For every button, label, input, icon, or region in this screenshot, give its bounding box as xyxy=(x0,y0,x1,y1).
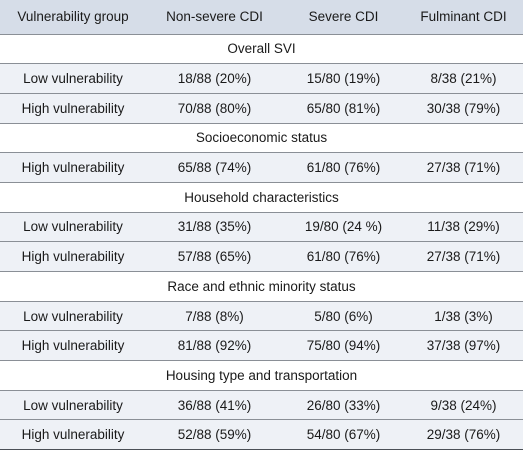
cell-fulminant: 9/38 (24%) xyxy=(404,390,523,421)
cell-severe: 75/80 (94%) xyxy=(283,330,404,362)
cell-severe: 61/80 (76%) xyxy=(283,152,404,183)
cell-severe: 54/80 (67%) xyxy=(283,419,404,451)
group-row-overall-svi: Overall SVI xyxy=(0,34,523,65)
group-row-race-ethnic-minority-status: Race and ethnic minority status xyxy=(0,271,523,302)
table-body: Overall SVI Low vulnerability 18/88 (20%… xyxy=(0,34,523,451)
header-fulminant-cdi: Fulminant CDI xyxy=(404,0,523,35)
group-row-household-characteristics: Household characteristics xyxy=(0,182,523,213)
header-severe-cdi: Severe CDI xyxy=(283,0,404,35)
cell-severe: 15/80 (19%) xyxy=(283,63,404,94)
row-label: High vulnerability xyxy=(0,330,146,362)
row-label: Low vulnerability xyxy=(0,301,146,332)
cell-non-severe: 18/88 (20%) xyxy=(146,63,283,94)
group-row-socioeconomic-status: Socioeconomic status xyxy=(0,123,523,154)
cell-fulminant: 1/38 (3%) xyxy=(404,301,523,332)
header-row: Vulnerability group Non-severe CDI Sever… xyxy=(0,0,523,35)
cell-fulminant: 11/38 (29%) xyxy=(404,212,523,243)
cell-fulminant: 27/38 (71%) xyxy=(404,152,523,183)
table-row: High vulnerability 81/88 (92%) 75/80 (94… xyxy=(0,330,523,362)
cell-fulminant: 27/38 (71%) xyxy=(404,241,523,272)
cell-fulminant: 37/38 (97%) xyxy=(404,330,523,362)
cell-non-severe: 81/88 (92%) xyxy=(146,330,283,362)
header-vulnerability-group: Vulnerability group xyxy=(0,0,146,35)
group-title: Socioeconomic status xyxy=(0,123,523,154)
table-row: High vulnerability 65/88 (74%) 61/80 (76… xyxy=(0,152,523,183)
table-row: High vulnerability 52/88 (59%) 54/80 (67… xyxy=(0,419,523,451)
table-row: Low vulnerability 7/88 (8%) 5/80 (6%) 1/… xyxy=(0,301,523,332)
cell-severe: 5/80 (6%) xyxy=(283,301,404,332)
group-title: Household characteristics xyxy=(0,182,523,213)
cell-non-severe: 65/88 (74%) xyxy=(146,152,283,183)
cell-fulminant: 29/38 (76%) xyxy=(404,419,523,451)
cell-non-severe: 7/88 (8%) xyxy=(146,301,283,332)
header-non-severe-cdi: Non-severe CDI xyxy=(146,0,283,35)
cell-fulminant: 8/38 (21%) xyxy=(404,63,523,94)
cell-non-severe: 57/88 (65%) xyxy=(146,241,283,272)
cell-non-severe: 36/88 (41%) xyxy=(146,390,283,421)
cell-non-severe: 31/88 (35%) xyxy=(146,212,283,243)
table-row: Low vulnerability 31/88 (35%) 19/80 (24 … xyxy=(0,212,523,243)
group-title: Housing type and transportation xyxy=(0,360,523,391)
cell-severe: 65/80 (81%) xyxy=(283,93,404,124)
cell-non-severe: 70/88 (80%) xyxy=(146,93,283,124)
cell-severe: 19/80 (24 %) xyxy=(283,212,404,243)
group-title: Race and ethnic minority status xyxy=(0,271,523,302)
row-label: High vulnerability xyxy=(0,93,146,124)
cell-fulminant: 30/38 (79%) xyxy=(404,93,523,124)
table-row: High vulnerability 57/88 (65%) 61/80 (76… xyxy=(0,241,523,272)
table-row: Low vulnerability 36/88 (41%) 26/80 (33%… xyxy=(0,390,523,421)
row-label: Low vulnerability xyxy=(0,212,146,243)
cell-severe: 26/80 (33%) xyxy=(283,390,404,421)
row-label: Low vulnerability xyxy=(0,390,146,421)
row-label: High vulnerability xyxy=(0,241,146,272)
cell-severe: 61/80 (76%) xyxy=(283,241,404,272)
table-header: Vulnerability group Non-severe CDI Sever… xyxy=(0,0,523,35)
group-title: Overall SVI xyxy=(0,34,523,65)
row-label: High vulnerability xyxy=(0,419,146,451)
row-label: High vulnerability xyxy=(0,152,146,183)
table-row: High vulnerability 70/88 (80%) 65/80 (81… xyxy=(0,93,523,124)
row-label: Low vulnerability xyxy=(0,63,146,94)
table-row: Low vulnerability 18/88 (20%) 15/80 (19%… xyxy=(0,63,523,94)
group-row-housing-type-transportation: Housing type and transportation xyxy=(0,360,523,391)
cell-non-severe: 52/88 (59%) xyxy=(146,419,283,451)
